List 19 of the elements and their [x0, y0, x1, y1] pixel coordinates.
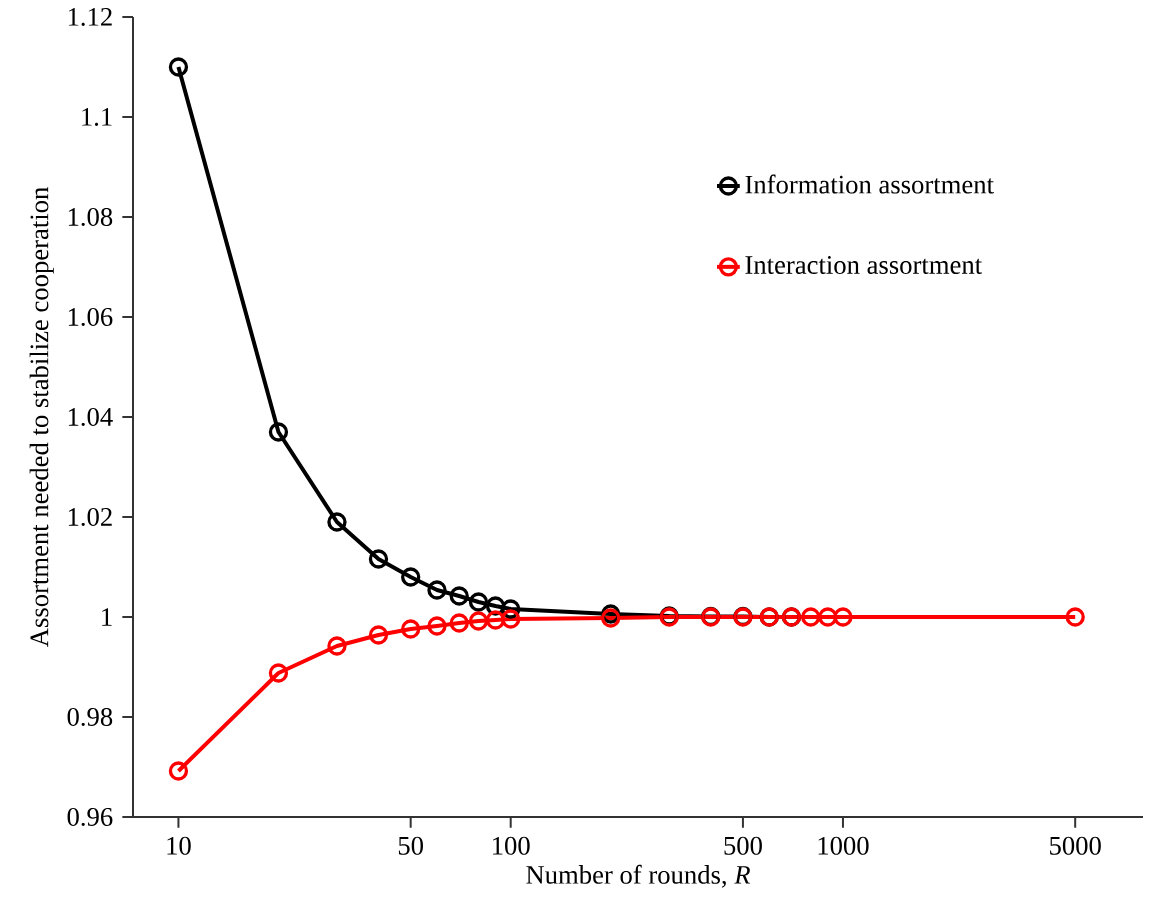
y-tick-label: 0.98 [67, 707, 113, 727]
x-tick-label: 50 [398, 836, 423, 855]
y-tick-label: 1.02 [68, 507, 112, 527]
legend-label: Information assortment [745, 174, 994, 194]
legend-label: Interaction assortment [745, 256, 982, 274]
x-tick-label: 1000 [818, 836, 869, 855]
y-axis-title: Assortment needed to stabilize cooperation [29, 187, 54, 648]
x-tick-label: 5000 [1050, 836, 1101, 855]
y-tick-label: 1.04 [68, 407, 113, 427]
y-tick-label: 1.12 [68, 7, 112, 26]
y-tick-label: 1.06 [68, 307, 113, 327]
y-tick-label: 0.96 [67, 807, 113, 827]
y-tick-label: 1 [102, 608, 112, 626]
x-axis-title: Number of rounds, R [526, 864, 751, 888]
y-tick-label: 1.08 [68, 207, 113, 227]
x-tick-label: 100 [493, 836, 530, 855]
x-tick-label: 500 [724, 836, 762, 855]
y-tick-label: 1.1 [82, 107, 112, 126]
x-tick-label: 10 [167, 836, 191, 855]
